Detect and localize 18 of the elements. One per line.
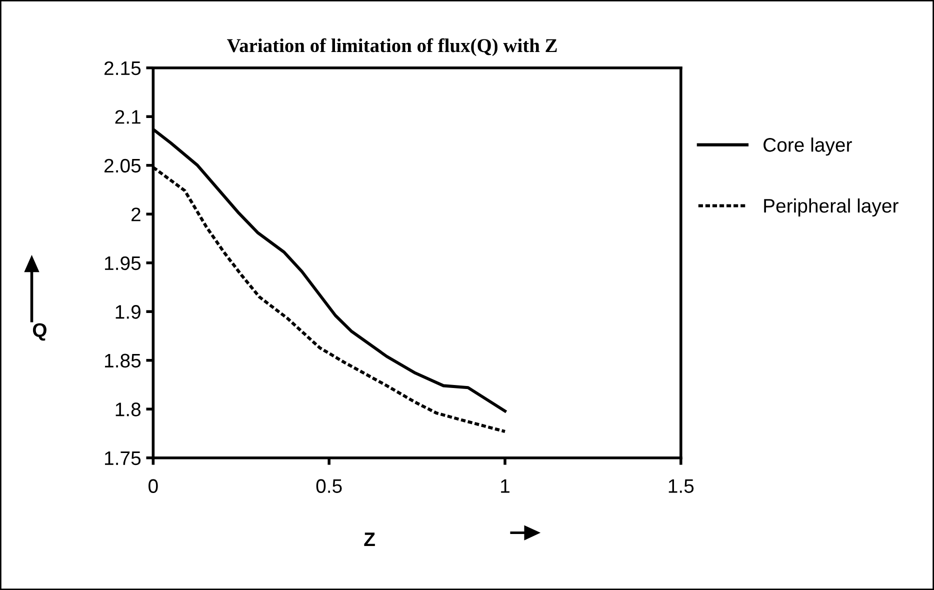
- x-tick-label: 1: [501, 479, 510, 493]
- y-tick-label: 2.15: [104, 61, 141, 76]
- legend-label: Peripheral layer: [764, 198, 898, 217]
- y-tick-label: 1.9: [116, 305, 140, 319]
- x-tick-label: 1.5: [668, 479, 694, 493]
- y-tick-label: 1.8: [116, 402, 141, 416]
- x-axis-title: Z: [364, 532, 375, 546]
- y-tick-label: 2.05: [104, 158, 141, 173]
- y-tick-label: 2: [132, 208, 140, 222]
- y-tick-label: 1.75: [105, 452, 141, 466]
- chart-title: Variation of limitation of flux(Q) with Z: [227, 38, 557, 56]
- y-tick-label: 2.1: [115, 110, 140, 124]
- x-tick-label: 0.5: [316, 479, 342, 493]
- y-tick-label: 1.85: [105, 354, 141, 368]
- y-tick-label: 1.95: [105, 256, 141, 270]
- y-axis-title: Q: [32, 323, 46, 341]
- legend-label: Core layer: [764, 138, 852, 156]
- x-tick-label: 0: [148, 479, 158, 493]
